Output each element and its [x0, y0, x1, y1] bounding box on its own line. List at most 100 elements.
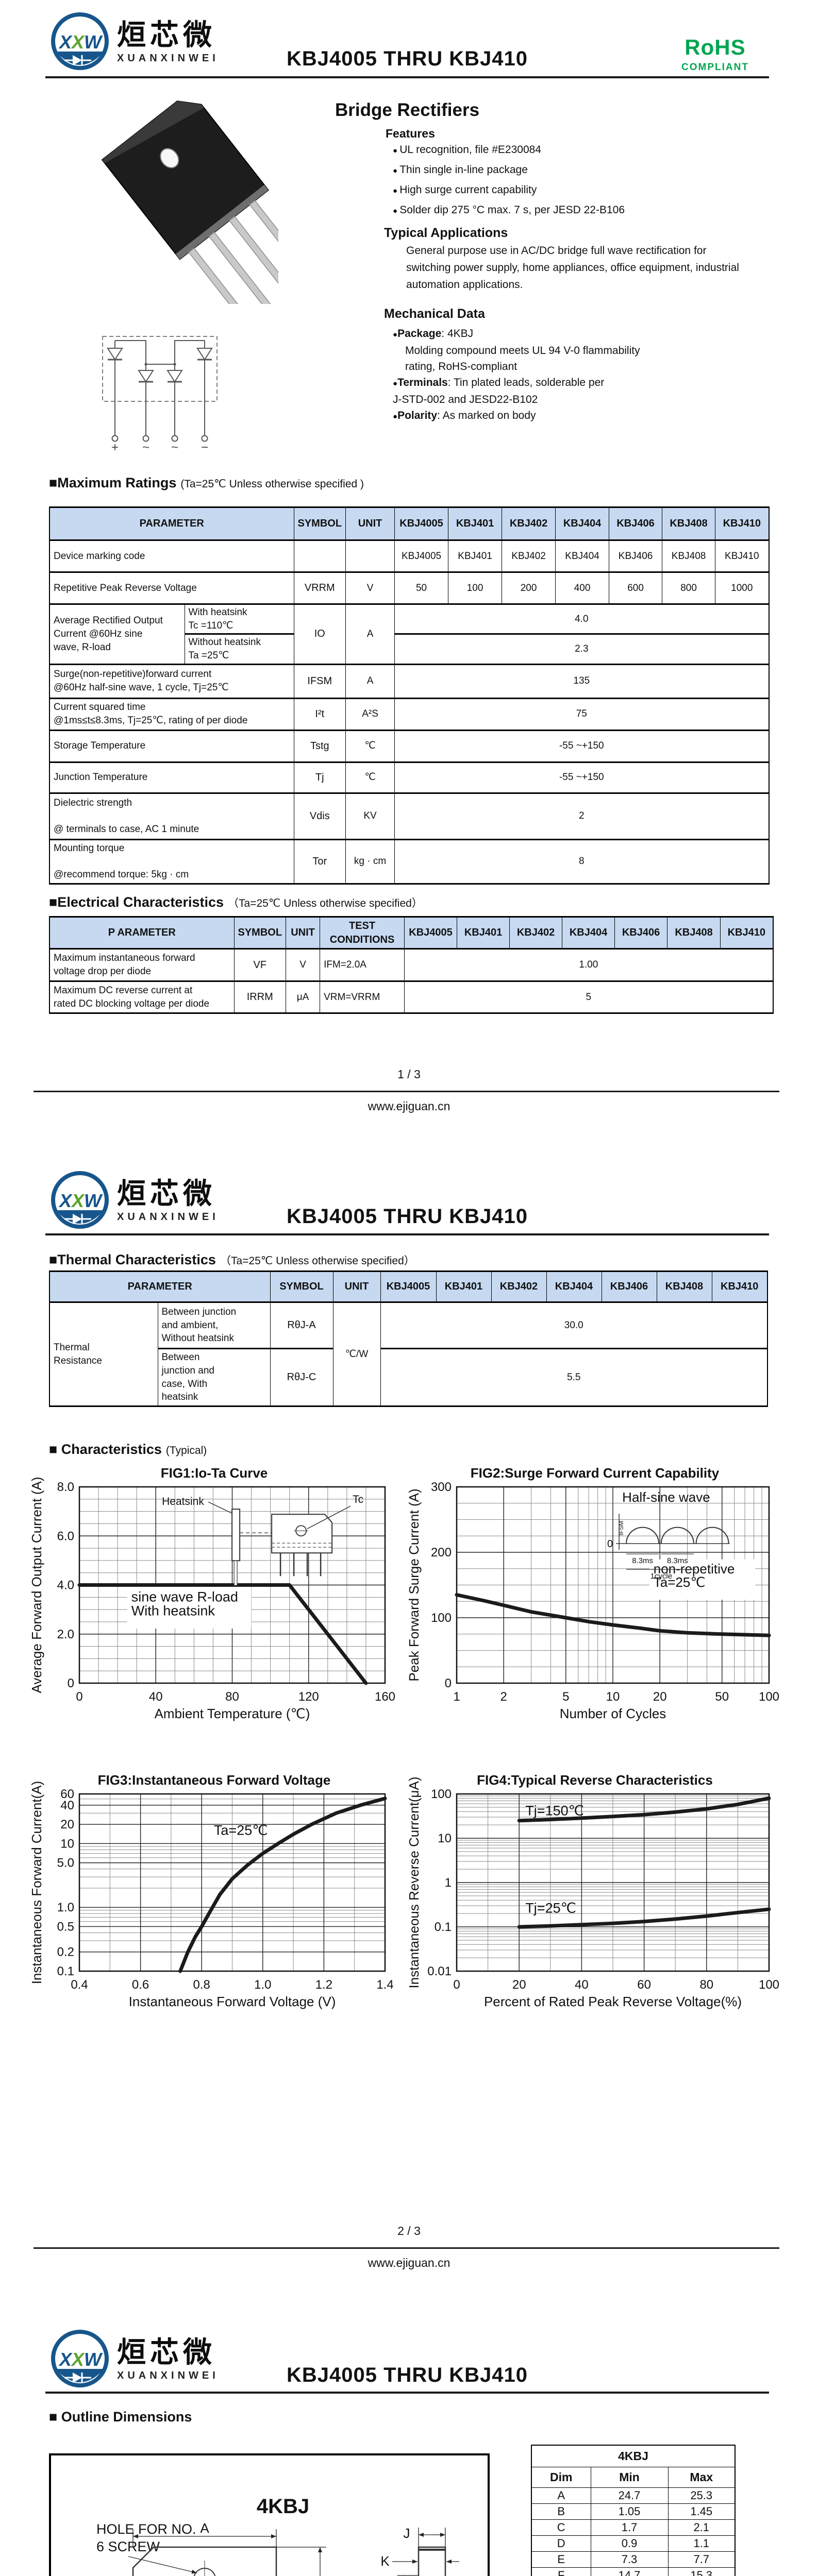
doc-title: KBJ4005 THRU KBJ410 [286, 1205, 528, 1228]
electrical-heading: ■Electrical Characteristics （Ta=25℃ Unles… [49, 894, 423, 910]
table-cell: Mounting torque @recommend torque: 5kg ·… [49, 838, 294, 885]
table-cell: Tstg [293, 729, 346, 763]
mechanical-item-label: Polarity [397, 410, 438, 421]
table-cell: KBJ404 [555, 539, 610, 573]
table-cell: KBJ4005 [394, 539, 449, 573]
logo-mark-icon: X X W [51, 1171, 109, 1229]
company-logo: X X W 烜芯微 XUANXINWEI [49, 10, 219, 73]
svg-text:40: 40 [149, 1690, 163, 1704]
table-cell: KBJ410 [720, 916, 774, 950]
svg-text:80: 80 [699, 1978, 713, 1992]
logo-chinese-name: 烜芯微 [117, 18, 216, 51]
svg-text:100: 100 [759, 1978, 779, 1992]
logo-chinese-name: 烜芯微 [117, 2335, 216, 2368]
mechanical-item-label: Package [397, 328, 442, 340]
table-cell: PARAMETER [49, 506, 294, 541]
max-ratings-heading: ■Maximum Ratings (Ta=25℃ Unless otherwise… [49, 475, 364, 491]
page-number: 2 / 3 [397, 2224, 421, 2238]
table-cell: Vdis [293, 792, 346, 840]
table-cell: VRM=VRRM [320, 980, 405, 1014]
table-cell: KBJ402 [491, 1270, 547, 1303]
svg-text:300: 300 [431, 1480, 452, 1494]
svg-text:40: 40 [575, 1978, 589, 1992]
svg-text:160: 160 [375, 1690, 395, 1704]
svg-text:200: 200 [431, 1546, 452, 1560]
doc-title: KBJ4005 THRU KBJ410 [286, 2364, 528, 2386]
svg-text:sine wave R-load: sine wave R-load [131, 1589, 238, 1604]
svg-text:FIG4:Typical Reverse Character: FIG4:Typical Reverse Characteristics [477, 1772, 713, 1788]
table-cell: KBJ406 [609, 539, 663, 573]
table-cell: KBJ410 [711, 1270, 768, 1303]
table-cell: IRRM [233, 980, 287, 1014]
terminal-ac1-label: ~ [142, 440, 149, 452]
outline-drawing-box: 4KBJ HOLE FOR NO. 6 SCREW + ~ [49, 2453, 490, 2576]
table-cell: 15.3 [667, 2567, 736, 2576]
table-cell: Without heatsink Ta =25℃ [184, 633, 294, 665]
table-cell: RθJ-A [270, 1301, 333, 1349]
mechanical-item: Package: 4KBJ [393, 326, 754, 343]
svg-text:W: W [84, 31, 103, 53]
table-cell: C [531, 2519, 591, 2536]
table-cell: ℃/W [332, 1301, 381, 1407]
svg-text:20: 20 [512, 1978, 526, 1992]
table-cell: 400 [555, 571, 610, 605]
table-cell: KBJ401 [436, 1270, 492, 1303]
chart-svg: 1 2 5 10 20 50 100 0 100 200 300 FIG2:Surge Forward… [406, 1465, 779, 1721]
table-cell: ℃ [345, 761, 395, 794]
svg-text:1: 1 [445, 1876, 452, 1890]
table-cell: KBJ408 [662, 506, 716, 541]
svg-text:W: W [84, 2349, 103, 2370]
thermal-heading: ■Thermal Characteristics （Ta=25℃ Unless o… [49, 1252, 415, 1268]
mechanical-item: Terminals: Tin plated leads, solderable … [393, 375, 754, 408]
svg-text:X: X [71, 2349, 85, 2370]
table-cell: KBJ402 [502, 539, 556, 573]
section-title: ■Maximum Ratings [49, 475, 177, 490]
table-cell: 4.0 [394, 603, 770, 635]
electrical-table: P ARAMETER SYMBOL UNIT TEST CONDITIONS KBJ40… [49, 916, 774, 1014]
table-cell: Between junction and case, With heatsink [157, 1348, 271, 1407]
dim-label-J: J [404, 2526, 410, 2541]
mechanical-item-text: Molding compound meets UL 94 V-0 flammab… [405, 345, 640, 372]
table-cell: With heatsink Tc =110℃ [184, 603, 294, 635]
svg-text:2.0: 2.0 [57, 1628, 74, 1641]
svg-text:0: 0 [68, 1676, 74, 1690]
table-cell: 1.45 [667, 2503, 736, 2520]
rohs-compliant-text: COMPLIANT [681, 62, 749, 73]
table-cell: PARAMETER [49, 1270, 271, 1303]
page-2: X X W 烜芯微 XUANXINWEI KBJ4005 THRU KBJ410… [0, 1157, 818, 2313]
table-cell: Dim [531, 2466, 591, 2488]
product-title: Bridge Rectifiers [335, 100, 480, 120]
svg-text:0.1: 0.1 [435, 1920, 452, 1934]
svg-text:4.0: 4.0 [57, 1579, 74, 1592]
table-cell: Storage Temperature [49, 729, 294, 763]
table-cell: I²t [293, 697, 346, 731]
terminal-minus-label: − [201, 440, 208, 452]
table-cell: -55 ~+150 [394, 729, 770, 763]
svg-text:Tj=150℃: Tj=150℃ [525, 1803, 584, 1819]
logo-english-name: XUANXINWEI [117, 2370, 219, 2382]
svg-text:20: 20 [653, 1690, 667, 1704]
table-cell: D [531, 2535, 591, 2552]
table-cell: KBJ404 [555, 506, 610, 541]
table-cell: KBJ408 [667, 916, 721, 950]
site-url[interactable]: www.ejiguan.cn [368, 1099, 450, 1113]
company-logo: X X W 烜芯微 XUANXINWEI [49, 2328, 219, 2391]
svg-text:8.3ms: 8.3ms [632, 1556, 653, 1565]
header-rule [45, 76, 769, 78]
svg-text:Instantaneous Reverse Current(: Instantaneous Reverse Current(μA) [407, 1777, 422, 1989]
table-cell: 2.1 [667, 2519, 736, 2536]
table-cell [293, 539, 346, 573]
mechanical-title: Mechanical Data [384, 307, 485, 321]
table-cell: RθJ-C [270, 1348, 333, 1407]
svg-text:8.0: 8.0 [57, 1480, 74, 1494]
table-cell: μA [286, 980, 321, 1014]
table-cell: Thermal Resistance [49, 1301, 158, 1407]
svg-text:8.3ms: 8.3ms [667, 1556, 688, 1565]
company-logo: X X W 烜芯微 XUANXINWEI [49, 1169, 219, 1232]
outline-heading: ■ Outline Dimensions [49, 2409, 192, 2425]
table-cell: 25.3 [667, 2487, 736, 2504]
table-cell: 8 [394, 838, 770, 885]
chart-svg: 0 40 80 120 160 0 2.0 4.0 6.0 8.0 FIG1:Io-Ta Curve… [29, 1465, 395, 1721]
section-title: ■Thermal Characteristics [49, 1252, 216, 1267]
site-url[interactable]: www.ejiguan.cn [368, 2256, 450, 2269]
